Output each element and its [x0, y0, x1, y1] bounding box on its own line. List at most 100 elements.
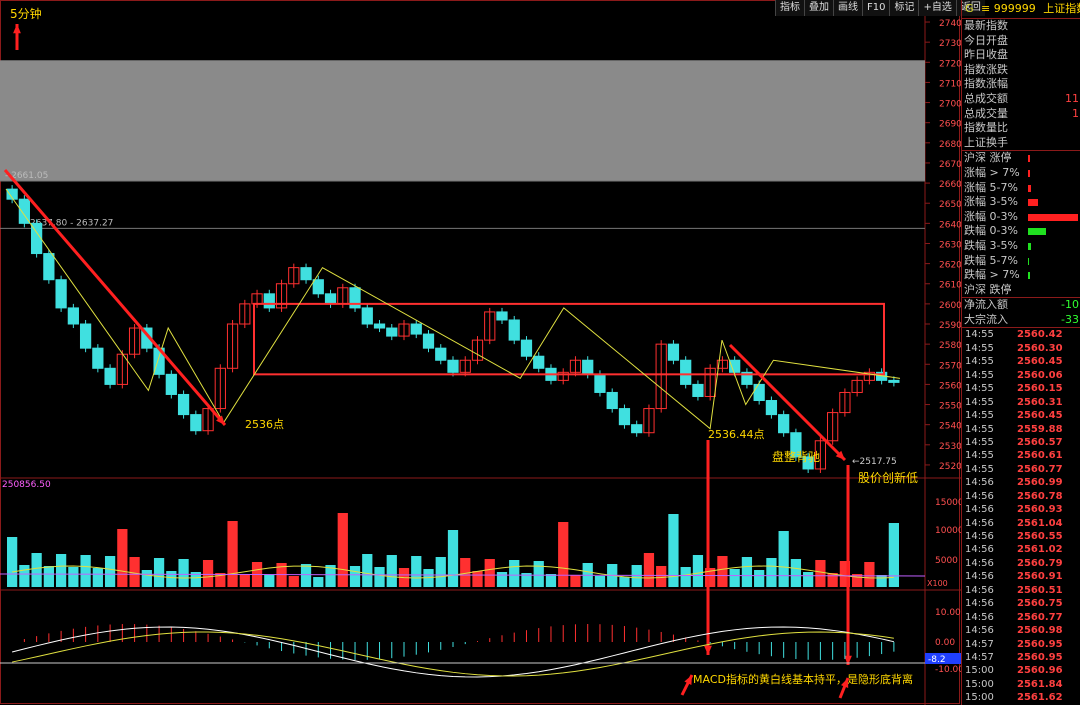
macd-current: -8.2 — [928, 655, 946, 665]
tick-price: 2560.51 — [1017, 584, 1063, 596]
candle-body — [667, 343, 680, 361]
chart-toolbar: 指标 叠加 画线 F10 标记 +自选 返回 — [775, 0, 985, 16]
tick-time: 14:55 — [965, 423, 994, 435]
flow-row-0: 净流入额 -10 — [962, 298, 1080, 313]
low1-label: 2536点 — [245, 418, 284, 431]
candle-body — [484, 311, 496, 341]
reference-label: - 2661.05 — [5, 171, 48, 181]
breadth-row-9: 沪深 跌停 — [962, 283, 1080, 298]
volume-bar — [533, 561, 544, 587]
row-label: 指数量比 — [964, 121, 1008, 135]
tick-time: 15:00 — [965, 665, 994, 677]
row-label: 涨幅 0-3% — [964, 209, 1018, 223]
divergence-arrow-2-head — [844, 655, 852, 665]
row-label: 涨幅 3-5% — [964, 195, 1018, 209]
candle-body — [422, 333, 435, 349]
candle-body — [300, 267, 312, 281]
macd-note: MACD指标的黄白线基本持平，是隐形底背离 — [693, 672, 913, 686]
volume-bar — [668, 514, 679, 587]
tick-price: 2560.31 — [1017, 396, 1063, 408]
tick-time: 14:56 — [965, 598, 994, 610]
toolbar-btn-0[interactable]: 指标 — [775, 0, 804, 16]
breadth-bar — [1028, 257, 1029, 265]
volume-bar — [680, 567, 691, 587]
candle-body — [398, 323, 410, 337]
tick-time: 14:56 — [965, 584, 994, 596]
tick-price: 2560.96 — [1017, 665, 1063, 677]
kline-chart[interactable]: - 2661.05 2637.80 - 2637.27 2520 2530 2540 25… — [0, 0, 961, 705]
candle-body — [435, 347, 447, 361]
candle-body — [471, 339, 484, 361]
candle-body — [582, 359, 594, 375]
price-tick: 2730 — [939, 39, 961, 49]
volume-bar — [717, 556, 728, 587]
candle-body — [30, 222, 43, 255]
quote-header: G ≡ 999999 上证指数 — [962, 0, 1080, 19]
tick-price: 2560.95 — [1017, 651, 1063, 663]
row-label: 昨日收盘 — [964, 48, 1008, 62]
row-label: 跌幅 3-5% — [964, 238, 1018, 252]
candle-body — [692, 383, 704, 397]
breadth-bar — [1028, 272, 1030, 280]
tick-row: 14:55 2560.06 — [962, 369, 1080, 382]
tick-price: 2560.55 — [1017, 531, 1063, 543]
breadth-row-4: 涨幅 0-3% — [962, 210, 1080, 225]
row-label: 指数涨幅 — [964, 77, 1008, 91]
breadth-bar — [1028, 169, 1030, 177]
toolbar-btn-1[interactable]: 叠加 — [804, 0, 833, 16]
index-code: ≡ 999999 — [981, 2, 1036, 15]
tick-price: 2560.42 — [1017, 329, 1063, 341]
row-value: -33 — [1061, 312, 1079, 326]
toolbar-btn-6[interactable]: 返回 — [955, 0, 985, 16]
tick-time: 14:55 — [965, 463, 994, 475]
candle-body — [520, 339, 533, 357]
volume-bar — [631, 565, 642, 587]
row-label: 涨幅 > 7% — [964, 165, 1020, 179]
candle-body — [55, 279, 67, 309]
breadth-bar — [1028, 184, 1031, 192]
note-arrow-2-head — [840, 678, 849, 688]
tick-row: 14:55 2560.45 — [962, 409, 1080, 422]
tick-row: 14:55 2560.15 — [962, 382, 1080, 395]
tick-time: 14:55 — [965, 410, 994, 422]
price-tick: 2690 — [939, 120, 961, 130]
tick-time: 14:55 — [965, 396, 994, 408]
toolbar-btn-5[interactable]: +自选 — [918, 0, 956, 16]
volume-bar — [117, 529, 128, 587]
volume-bar — [178, 559, 189, 587]
volume-bar — [472, 571, 483, 587]
tick-time: 15:00 — [965, 692, 994, 704]
toolbar-btn-2[interactable]: 画线 — [833, 0, 862, 16]
macd-tick: 10.00 — [935, 608, 961, 618]
quote-row-6: 总成交量 1 — [962, 107, 1080, 122]
volume-bar — [288, 576, 299, 587]
row-label: 上证换手 — [964, 135, 1008, 149]
tick-row: 14:55 2559.88 — [962, 423, 1080, 436]
tick-row: 14:55 2560.57 — [962, 436, 1080, 449]
volume-bar — [545, 574, 557, 587]
candle-body — [729, 359, 741, 373]
price-tick: 2580 — [939, 341, 961, 351]
price-tick: 2720 — [939, 59, 961, 69]
row-label: 跌幅 0-3% — [964, 224, 1018, 238]
volume-bar — [7, 537, 18, 587]
volume-bar — [558, 522, 569, 587]
volume-bar — [766, 558, 777, 587]
tick-time: 15:00 — [965, 678, 994, 690]
tick-row: 14:57 2560.95 — [962, 651, 1080, 664]
volume-bar — [864, 562, 875, 587]
price-tick: 2740 — [939, 19, 961, 29]
row-label: 大宗流入 — [964, 312, 1008, 326]
volume-bar — [141, 570, 152, 587]
quote-row-8: 上证换手 — [962, 136, 1080, 151]
candle-body — [18, 198, 30, 224]
toolbar-btn-4[interactable]: 标记 — [889, 0, 919, 16]
volume-bar — [31, 553, 42, 587]
new-low-label: 股价创新低 — [858, 470, 918, 485]
row-value: 11 — [1065, 91, 1079, 105]
toolbar-btn-3[interactable]: F10 — [862, 0, 890, 16]
tick-price: 2561.62 — [1017, 692, 1063, 704]
candle-body — [496, 311, 508, 321]
price-tick: 2620 — [939, 261, 961, 271]
volume-bar — [888, 523, 899, 587]
